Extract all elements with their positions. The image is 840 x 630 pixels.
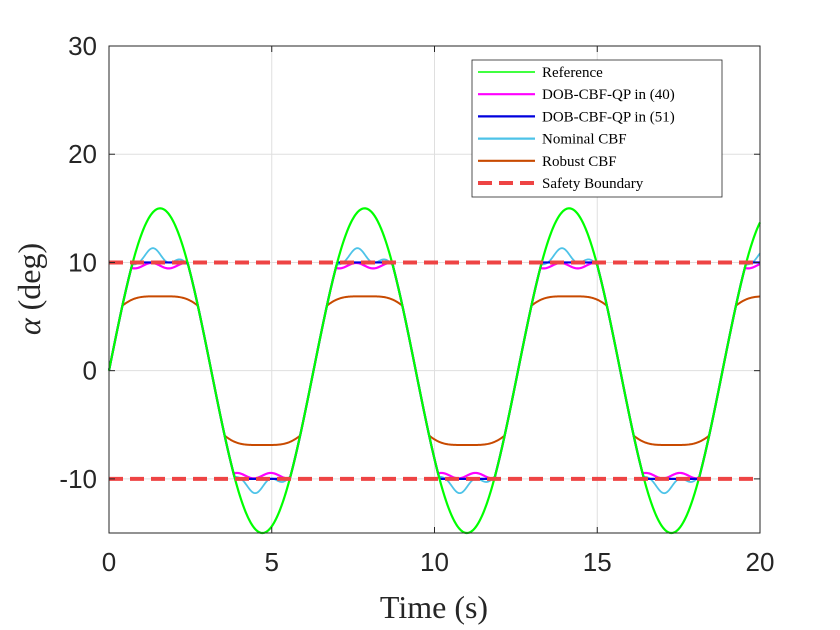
y-axis-title: α (deg) — [11, 243, 47, 335]
series-line-reference — [107, 207, 761, 535]
x-tick-label: 15 — [583, 547, 612, 577]
tick-marks — [108, 45, 761, 533]
x-tick-label: 0 — [102, 547, 116, 577]
legend-label: Nominal CBF — [542, 132, 627, 148]
data-series — [107, 207, 761, 535]
legend: Reference DOB-CBF-QP in (40) DOB-CBF-QP in… — [471, 59, 723, 198]
legend-label: Reference — [542, 65, 603, 81]
y-tick-label: 0 — [83, 356, 97, 386]
legend-label: Safety Boundary — [542, 176, 644, 192]
tick-labels: 0 5 10 15 20 -10 0 10 20 30 — [59, 31, 774, 577]
legend-label: DOB-CBF-QP in (51) — [542, 109, 675, 125]
y-tick-label: 20 — [68, 139, 97, 169]
x-tick-label: 20 — [746, 547, 775, 577]
y-tick-label: 30 — [68, 31, 97, 61]
x-tick-label: 5 — [265, 547, 279, 577]
x-axis-title: Time (s) — [380, 589, 488, 625]
legend-items: Reference DOB-CBF-QP in (40) DOB-CBF-QP in… — [478, 65, 675, 192]
y-tick-label: -10 — [59, 464, 97, 494]
x-tick-label: 10 — [420, 547, 449, 577]
y-tick-label: 10 — [68, 247, 97, 277]
legend-box — [471, 59, 723, 198]
legend-label: DOB-CBF-QP in (40) — [542, 87, 675, 103]
legend-label: Robust CBF — [542, 154, 617, 170]
y-axis-symbol: α — [11, 317, 47, 335]
y-axis-unit: (deg) — [11, 243, 47, 311]
